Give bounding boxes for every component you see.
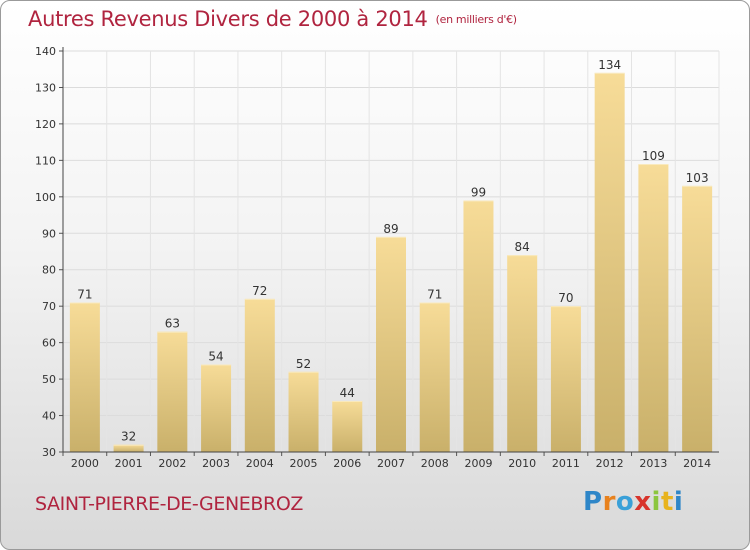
bar [594,72,625,452]
y-tick-label: 100 [35,191,56,204]
data-label: 89 [383,222,398,236]
logo-letter: x [634,487,652,517]
chart-unit: (en milliers d'€) [435,13,517,26]
x-tick-label: 2002 [158,457,186,470]
data-label: 70 [558,291,573,305]
data-label: 134 [598,58,621,72]
y-tick-label: 140 [35,45,56,58]
x-tick-label: 2013 [639,457,667,470]
bar [157,331,188,452]
logo-letter: o [615,487,635,517]
y-tick-label: 80 [42,264,56,277]
data-label: 54 [208,350,223,364]
y-tick-label: 50 [42,373,56,386]
y-tick-label: 90 [42,227,56,240]
bar [244,298,275,452]
data-label: 63 [165,317,180,331]
x-tick-label: 2000 [71,457,99,470]
y-tick-label: 40 [42,410,56,423]
data-label: 72 [252,284,267,298]
city-name: SAINT-PIERRE-DE-GENEBROZ [35,493,304,515]
x-tick-label: 2008 [421,457,449,470]
x-tick-label: 2005 [290,457,318,470]
logo-letter: r [602,487,616,517]
bar [113,444,144,452]
bars: 71 32 63 54 72 52 44 89 71 99 84 70 134 109 103 [69,58,713,452]
bar [332,400,363,452]
logo-letter: t [660,487,674,517]
x-tick-label: 2001 [115,457,143,470]
proxiti-logo: Proxiti [583,487,683,517]
bar [69,302,100,452]
y-tick-label: 30 [42,446,56,459]
x-tick-label: 2003 [202,457,230,470]
x-tick-label: 2004 [246,457,274,470]
axes: 30 40 50 60 70 80 90 100 110 120 130 140 2000 2001 200… [35,45,719,470]
bar [550,306,581,452]
data-label: 71 [77,288,92,302]
logo-letter: i [673,487,684,517]
data-label: 71 [427,288,442,302]
data-label: 99 [471,185,486,199]
y-tick-label: 60 [42,337,56,350]
x-tick-label: 2007 [377,457,405,470]
data-label: 109 [642,149,665,163]
y-tick-label: 120 [35,118,56,131]
data-label: 84 [515,240,530,254]
y-tick-label: 110 [35,154,56,167]
data-label: 44 [340,386,355,400]
x-tick-label: 2011 [552,457,580,470]
bar [463,200,494,452]
logo-letter: i [651,487,661,517]
x-tick-label: 2012 [596,457,624,470]
bar [201,364,232,452]
x-tick-label: 2010 [508,457,536,470]
chart-title: Autres Revenus Divers de 2000 à 2014 (en … [28,7,517,31]
bar [507,255,538,452]
x-tick-label: 2009 [464,457,492,470]
y-tick-label: 130 [35,81,56,94]
x-tick-label: 2014 [683,457,711,470]
x-tick-label: 2006 [333,457,361,470]
y-tick-label: 70 [42,300,56,313]
bar [376,236,406,452]
data-label: 52 [296,357,311,371]
data-label: 103 [686,171,709,185]
logo-letter: P [583,487,603,517]
data-label: 32 [121,430,136,444]
bar [638,164,669,452]
bar [682,185,713,452]
bar [288,371,319,452]
chart-title-text: Autres Revenus Divers de 2000 à 2014 [28,7,428,31]
bar [419,302,450,452]
